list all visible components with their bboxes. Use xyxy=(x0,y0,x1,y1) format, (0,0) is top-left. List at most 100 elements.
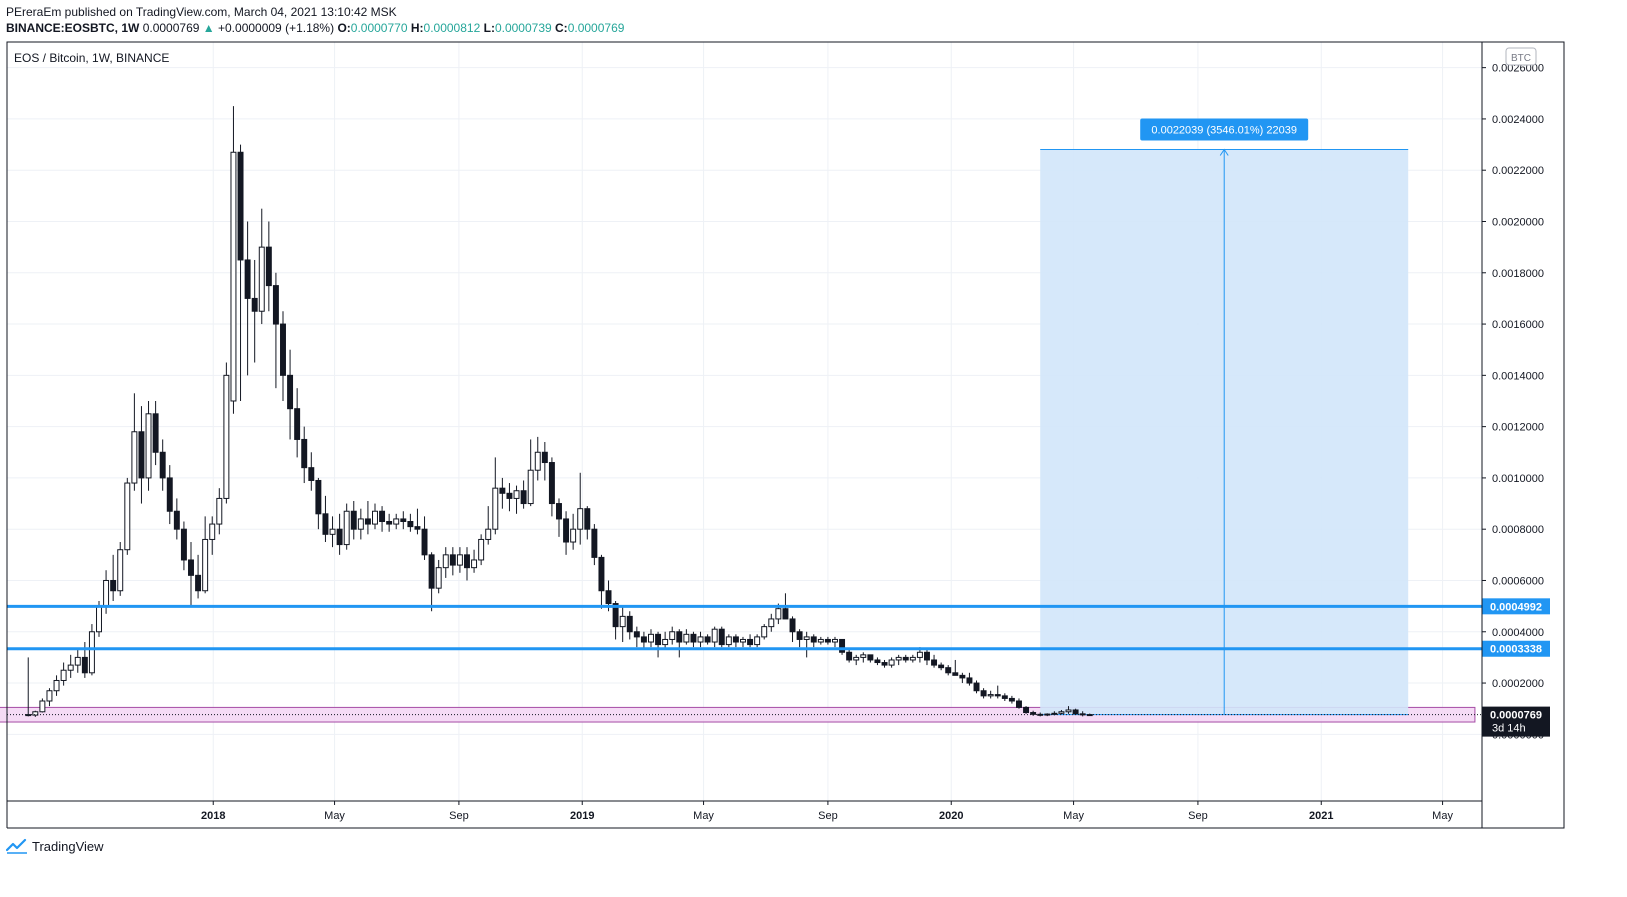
candle-body-down xyxy=(640,636,647,643)
candle-body-down xyxy=(902,656,909,661)
candle xyxy=(832,636,838,648)
candle-body-down xyxy=(966,677,973,684)
x-tick-label: 2021 xyxy=(1309,810,1333,822)
last-price-label: 0.0000769 xyxy=(1490,710,1542,722)
candle-body-up xyxy=(145,413,152,479)
candle xyxy=(308,452,315,491)
candle-body-up xyxy=(725,636,732,646)
candle xyxy=(258,208,265,325)
candle-body-down xyxy=(166,477,173,512)
candle xyxy=(1016,698,1022,709)
change-value: +0.0000009 (+1.18%) xyxy=(218,21,335,35)
candle-body-up xyxy=(485,528,492,540)
candle-body-up xyxy=(456,554,463,566)
candle-body-down xyxy=(265,246,272,287)
candle-body-up xyxy=(124,482,131,551)
candle xyxy=(329,516,336,548)
candle-body-down xyxy=(336,528,343,546)
x-tick-label: May xyxy=(693,810,714,822)
candle-body-down xyxy=(350,510,357,530)
candle xyxy=(195,554,202,599)
candle xyxy=(513,485,520,514)
chart-title: EOS / Bitcoin, 1W, BINANCE xyxy=(14,51,169,65)
candle-body-up xyxy=(860,654,867,658)
candle-body-down xyxy=(633,631,640,638)
candle-body-down xyxy=(867,654,874,661)
candle-body-down xyxy=(379,510,386,523)
candle xyxy=(464,547,470,581)
candle-body-down xyxy=(874,659,881,664)
candle-body-down xyxy=(973,682,980,692)
candle xyxy=(718,626,725,648)
candle-body-up xyxy=(1044,713,1051,716)
candle-body-down xyxy=(159,451,166,479)
candle-body-up xyxy=(662,638,669,646)
candle xyxy=(931,654,938,668)
candle xyxy=(768,613,775,632)
candle-body-up xyxy=(117,549,124,592)
candle-body-up xyxy=(46,690,53,702)
candle-body-down xyxy=(1037,713,1044,716)
candle xyxy=(124,477,131,555)
candle xyxy=(945,665,952,676)
candle-body-down xyxy=(464,554,470,569)
candle xyxy=(697,631,704,648)
candle xyxy=(874,657,881,666)
candle xyxy=(966,672,973,686)
candle xyxy=(867,654,874,663)
candle-body-up xyxy=(909,656,916,661)
candle xyxy=(32,710,39,717)
candle xyxy=(619,606,626,643)
candle-body-up xyxy=(1065,709,1072,713)
x-tick-label: May xyxy=(1432,810,1453,822)
candle-body-down xyxy=(315,479,322,515)
publish-info: PEreraEm published on TradingView.com, M… xyxy=(6,5,397,19)
candle-body-up xyxy=(53,679,60,692)
candle-body-down xyxy=(414,526,421,530)
candle xyxy=(301,426,308,484)
candle-body-up xyxy=(895,656,902,661)
candle-body-down xyxy=(244,259,251,299)
candle-body-down xyxy=(180,528,187,561)
candle xyxy=(39,698,46,713)
candle-body-down xyxy=(994,694,1001,697)
candle-body-down xyxy=(690,633,697,643)
y-tick-label: 0.0004000 xyxy=(1492,627,1544,639)
level-price-label: 0.0004992 xyxy=(1490,601,1542,613)
candle-body-down xyxy=(237,151,244,261)
candle xyxy=(527,439,534,507)
candle-body-up xyxy=(329,528,336,535)
candle-body-up xyxy=(577,508,584,530)
candle-body-down xyxy=(655,633,662,646)
candle-body-down xyxy=(563,518,570,543)
candle-body-down xyxy=(1072,709,1079,715)
candle xyxy=(782,593,789,620)
candle xyxy=(357,508,364,540)
candle-body-down xyxy=(605,590,612,605)
candle xyxy=(839,638,846,655)
candle-body-up xyxy=(740,638,746,643)
candle-body-down xyxy=(718,628,725,646)
candle xyxy=(980,688,987,699)
candle-body-up xyxy=(209,523,216,540)
candle-body-up xyxy=(768,618,775,628)
candle xyxy=(548,457,555,517)
candle-body-down xyxy=(782,608,789,620)
candle xyxy=(938,662,945,671)
footer-branding[interactable]: TradingView xyxy=(6,838,104,854)
candle-body-down xyxy=(400,518,407,523)
candle-body-up xyxy=(230,151,237,402)
candle xyxy=(166,465,173,525)
x-tick-label: May xyxy=(1063,810,1084,822)
close-value: 0.0000769 xyxy=(567,21,625,35)
candle-body-up xyxy=(619,615,626,628)
candle-body-down xyxy=(612,603,619,628)
candle xyxy=(173,498,180,540)
candle-body-down xyxy=(152,413,159,453)
x-tick-label: Sep xyxy=(1188,810,1208,822)
candle-body-down xyxy=(322,513,329,535)
candle xyxy=(959,672,966,684)
currency-badge xyxy=(1505,47,1537,66)
candle-body-up xyxy=(67,664,74,671)
